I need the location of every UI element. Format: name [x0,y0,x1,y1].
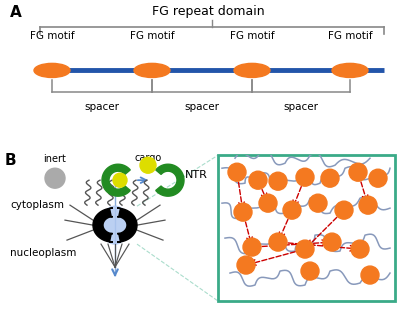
Polygon shape [93,208,113,242]
Text: FG repeat domain: FG repeat domain [152,5,264,18]
Circle shape [259,194,277,212]
Circle shape [269,233,287,251]
Text: FG motif: FG motif [30,31,74,41]
Text: inert: inert [44,154,66,164]
Circle shape [296,168,314,186]
Circle shape [361,266,379,284]
Circle shape [45,168,65,188]
Text: NTR: NTR [185,170,208,180]
Circle shape [234,203,252,221]
Circle shape [296,240,314,258]
Text: nucleoplasm: nucleoplasm [10,248,76,258]
Text: B: B [5,153,17,168]
Ellipse shape [101,206,129,244]
Text: cytoplasm: cytoplasm [10,200,64,210]
Text: FG motif: FG motif [230,31,274,41]
Text: spacer: spacer [184,102,220,112]
Text: spacer: spacer [284,102,319,112]
Circle shape [332,64,368,78]
Circle shape [113,173,127,187]
Circle shape [237,256,255,274]
Text: FG motif: FG motif [130,31,174,41]
Polygon shape [102,164,130,196]
Circle shape [309,194,327,212]
Polygon shape [156,164,184,196]
Circle shape [359,196,377,214]
Circle shape [351,240,369,258]
FancyBboxPatch shape [218,155,395,301]
Circle shape [369,169,387,187]
Circle shape [228,163,246,181]
Text: cargo: cargo [134,153,162,163]
Polygon shape [117,208,137,242]
Circle shape [249,171,267,189]
Circle shape [335,201,353,219]
Text: A: A [10,5,22,20]
Text: FG motif: FG motif [328,31,372,41]
Circle shape [269,172,287,190]
Circle shape [134,64,170,78]
Text: spacer: spacer [84,102,120,112]
Circle shape [301,262,319,280]
Circle shape [140,157,156,173]
Circle shape [34,64,70,78]
Circle shape [349,163,367,181]
Circle shape [243,238,261,256]
Circle shape [234,64,270,78]
Circle shape [323,233,341,251]
Circle shape [321,169,339,187]
Circle shape [283,201,301,219]
